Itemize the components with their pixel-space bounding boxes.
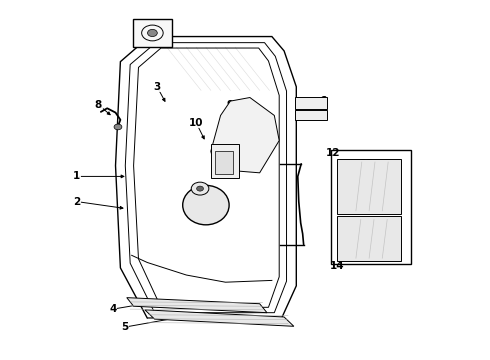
FancyBboxPatch shape [133, 19, 172, 46]
Circle shape [196, 186, 203, 191]
Circle shape [191, 182, 209, 195]
FancyBboxPatch shape [337, 159, 401, 214]
Text: 5: 5 [122, 322, 129, 332]
Text: 13: 13 [360, 159, 374, 169]
Text: 2: 2 [73, 197, 80, 207]
Polygon shape [145, 310, 294, 326]
Text: 8: 8 [95, 100, 102, 110]
Circle shape [114, 124, 122, 130]
Text: 9: 9 [227, 100, 234, 110]
Text: 12: 12 [326, 148, 340, 158]
FancyBboxPatch shape [337, 216, 401, 261]
Text: 14: 14 [330, 261, 344, 271]
Polygon shape [127, 298, 267, 313]
Text: 4: 4 [109, 304, 117, 314]
Circle shape [147, 30, 157, 37]
FancyBboxPatch shape [211, 144, 239, 178]
Text: 6: 6 [319, 96, 327, 106]
Text: 11: 11 [198, 200, 213, 210]
Text: 3: 3 [153, 82, 161, 92]
Text: 10: 10 [189, 118, 203, 128]
Ellipse shape [183, 185, 229, 225]
FancyBboxPatch shape [295, 110, 327, 121]
Text: 7: 7 [148, 21, 156, 31]
Text: 1: 1 [73, 171, 80, 181]
FancyBboxPatch shape [295, 97, 327, 109]
FancyBboxPatch shape [215, 150, 233, 174]
Polygon shape [211, 98, 279, 173]
